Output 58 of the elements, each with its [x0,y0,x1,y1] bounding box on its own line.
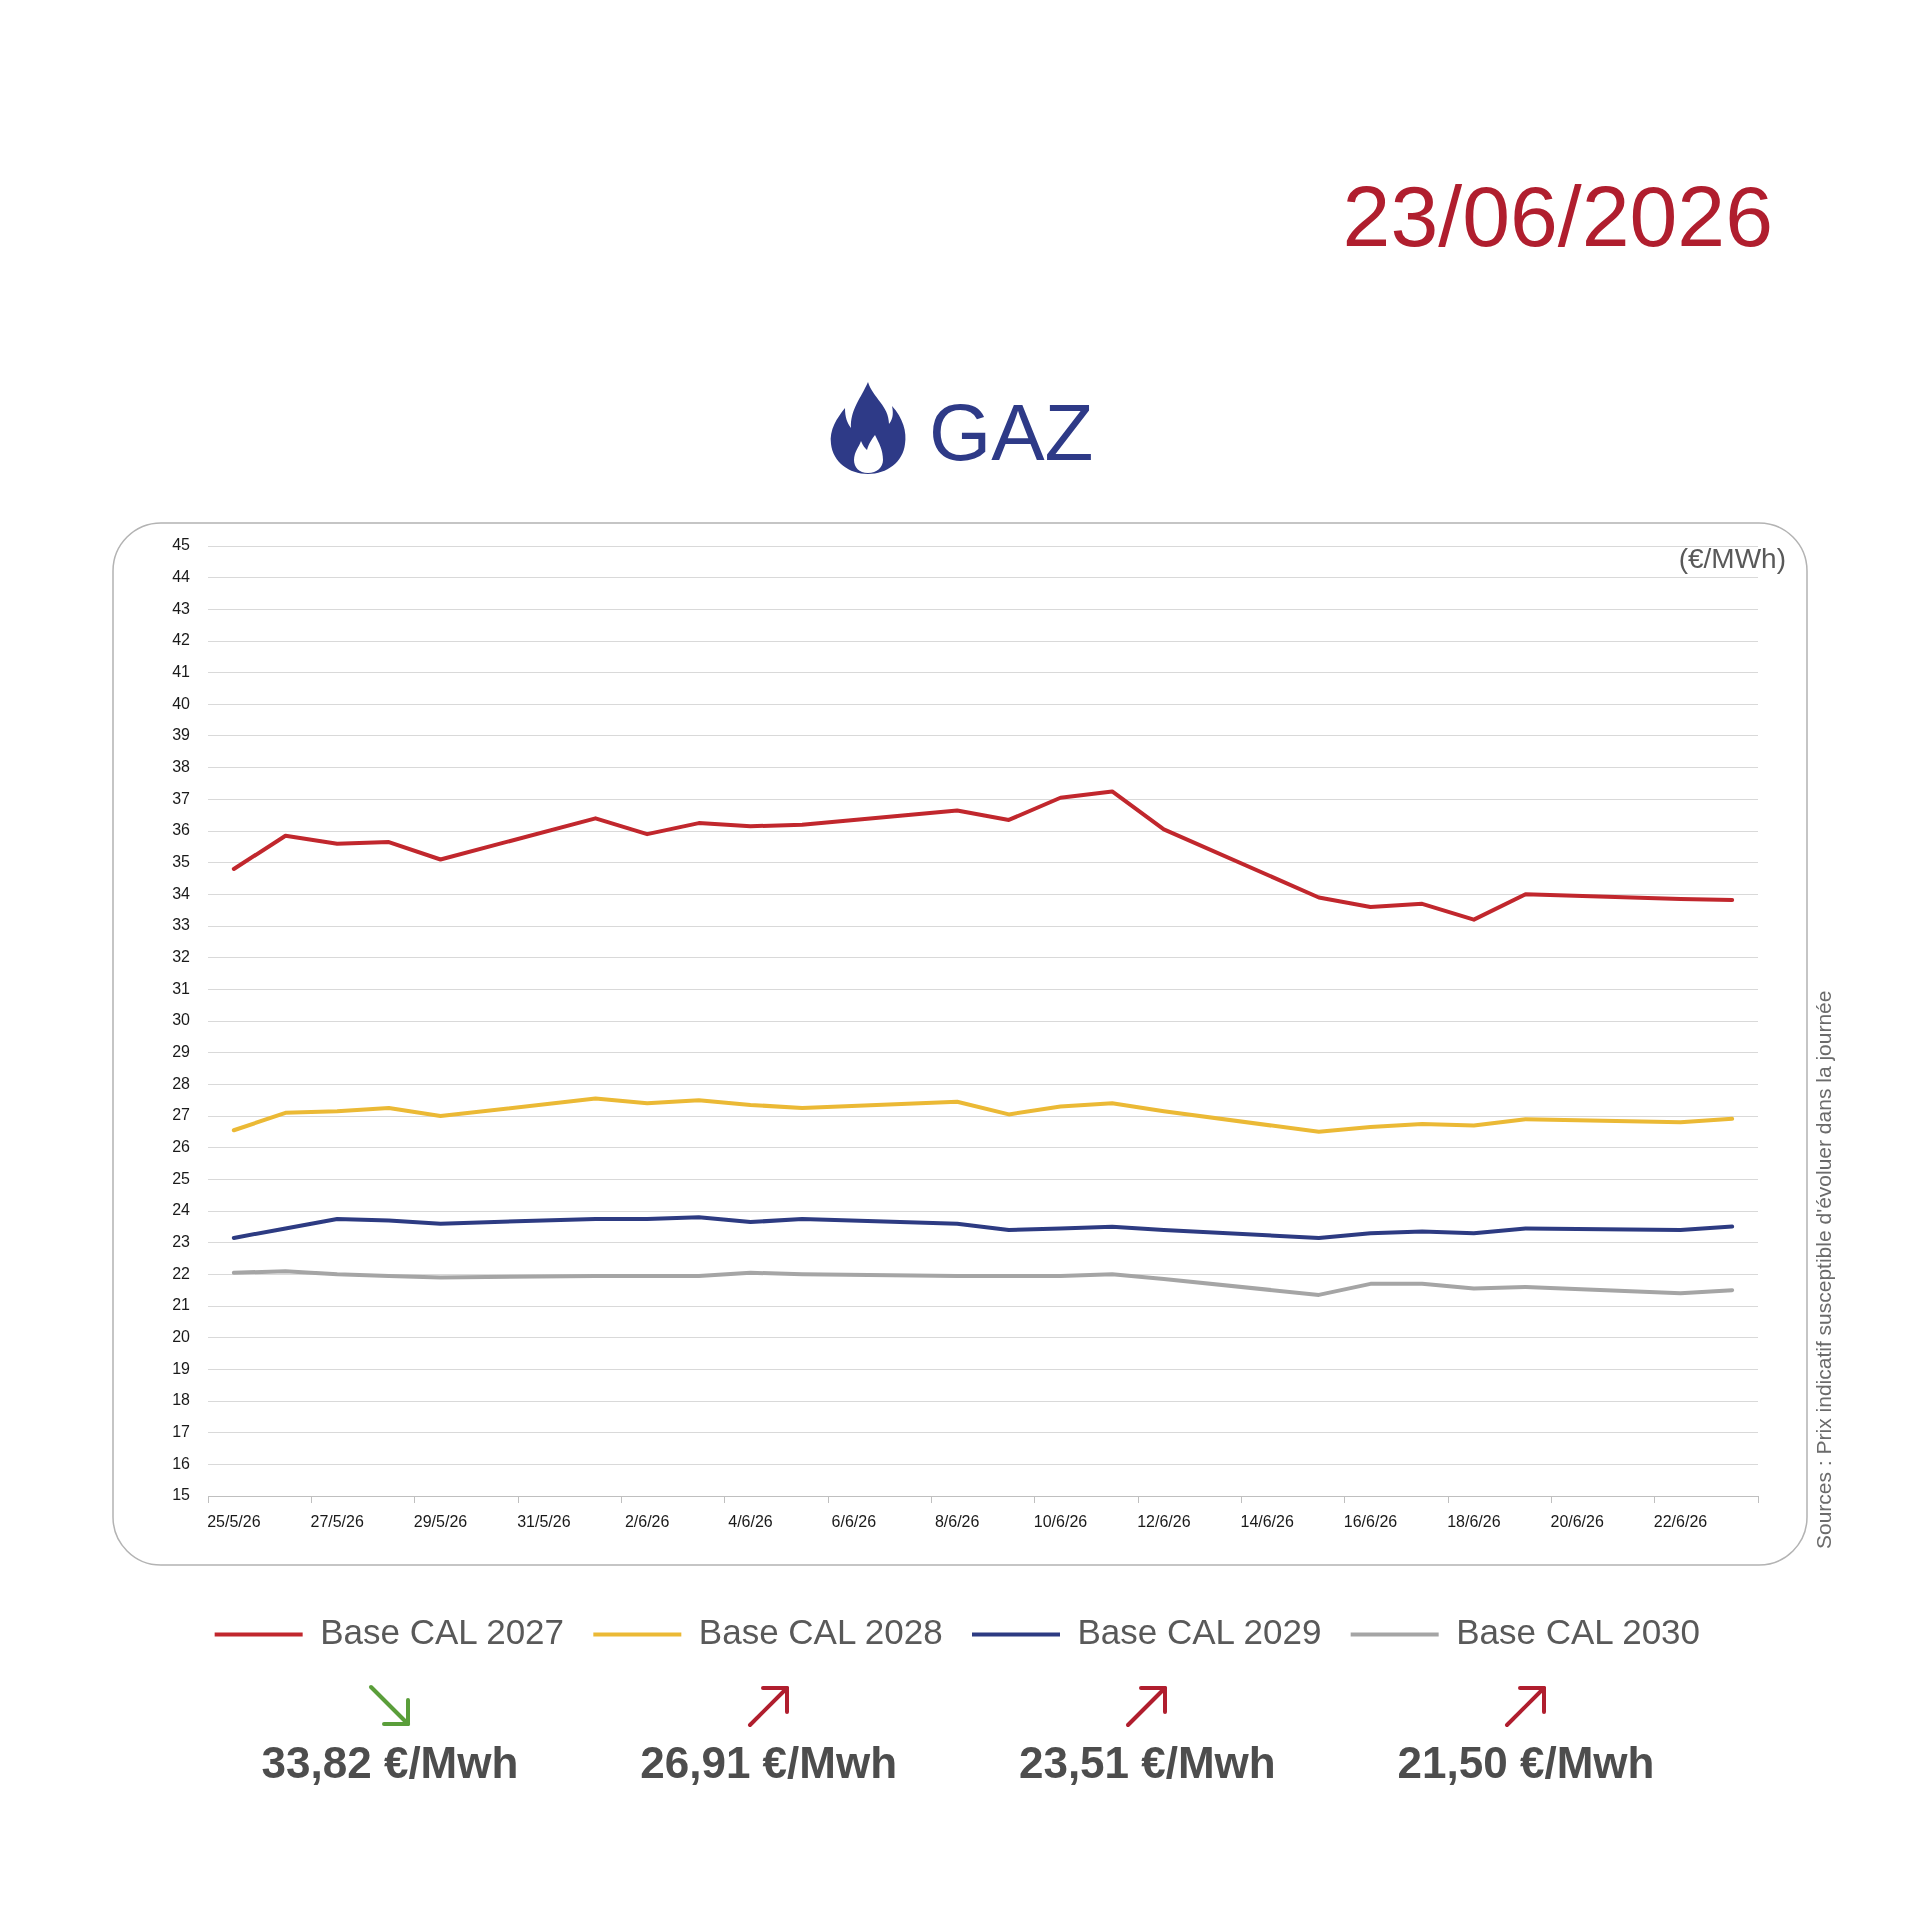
x-tick-label: 14/6/26 [1240,1513,1294,1531]
y-tick-label: 35 [172,853,191,871]
x-tick-label: 12/6/26 [1137,1513,1191,1531]
x-tick-label: 2/6/26 [624,1513,670,1531]
y-tick-label: 28 [172,1074,191,1092]
x-tick-label: 27/5/26 [310,1513,364,1531]
legend-label: Base CAL 2027 [320,1612,565,1652]
chart-subtitle: 23/06/2026 [1342,168,1773,264]
y-tick-label: 25 [172,1169,191,1187]
text: 26,91 €/Mwh [639,1737,899,1789]
legend-label: Base CAL 2029 [1077,1612,1322,1652]
y-tick-label: 21 [172,1296,191,1314]
x-tick-label: 31/5/26 [517,1513,571,1531]
x-tick-label: 18/6/26 [1447,1513,1501,1531]
y-tick-label: 44 [172,568,191,586]
legend-label: Base CAL 2030 [1456,1612,1701,1652]
y-tick-label: 43 [172,599,191,617]
y-tick-label: 16 [172,1454,191,1472]
y-tick-label: 37 [172,789,191,807]
y-tick-label: 36 [172,821,191,839]
x-tick-label: 22/6/26 [1653,1513,1708,1531]
y-tick-label: 42 [172,631,191,649]
y-tick-label: 26 [172,1138,191,1156]
legend-label: Base CAL 2028 [698,1612,943,1652]
x-tick-label: 16/6/26 [1343,1513,1398,1531]
y-tick-label: 32 [172,948,191,966]
y-tick-label: 20 [172,1328,191,1346]
y-tick-label: 17 [172,1423,191,1441]
source-note: Sources : Prix indicatif susceptible d'évoluer dans la journée [1811,990,1835,1549]
x-tick-label: 6/6/26 [831,1513,877,1531]
text: 21,50 €/Mwh [1396,1737,1656,1789]
y-axis-title: (€/MWh) [1678,542,1786,574]
y-tick-label: 30 [172,1011,191,1029]
y-tick-label: 45 [172,536,191,554]
x-tick-label: 29/5/26 [413,1513,468,1531]
y-tick-label: 31 [172,979,191,997]
y-tick-label: 22 [172,1264,191,1282]
chart-title: GAZ [929,387,1094,477]
x-tick-label: 8/6/26 [934,1513,980,1531]
y-tick-label: 34 [172,884,191,902]
y-tick-label: 29 [172,1043,191,1061]
y-tick-label: 39 [172,726,191,744]
y-tick-label: 23 [172,1233,191,1251]
x-tick-label: 10/6/26 [1033,1513,1088,1531]
x-tick-label: 20/6/26 [1550,1513,1604,1531]
y-tick-label: 18 [172,1391,191,1409]
text: 23,51 €/Mwh [1017,1737,1277,1789]
text: 33,82 €/Mwh [260,1737,520,1789]
y-tick-label: 19 [172,1359,191,1377]
y-tick-label: 40 [172,694,191,712]
y-tick-label: 27 [172,1106,191,1124]
y-tick-label: 24 [172,1201,191,1219]
x-tick-label: 25/5/26 [207,1513,261,1531]
y-tick-label: 15 [172,1486,191,1504]
x-tick-label: 4/6/26 [728,1513,773,1531]
y-tick-label: 38 [172,758,191,776]
y-tick-label: 41 [172,663,191,681]
y-tick-label: 33 [172,916,191,934]
